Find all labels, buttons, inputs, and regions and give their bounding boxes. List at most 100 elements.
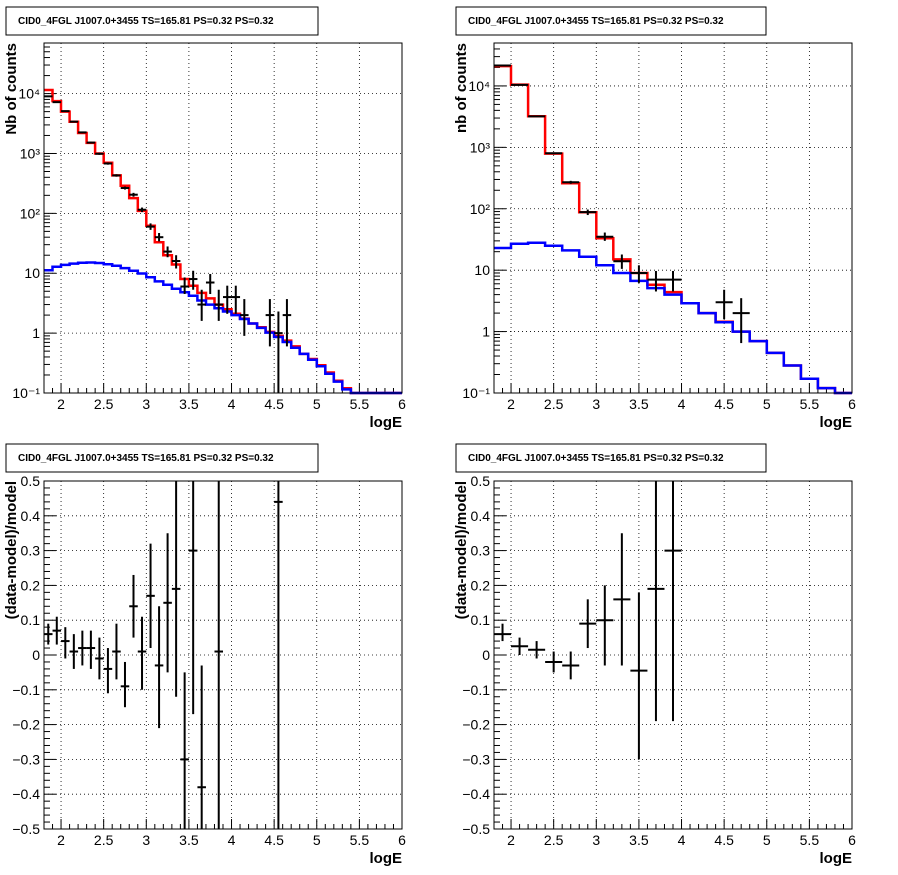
x-tick-label: 3.5 [179,396,199,412]
y-tick-label: 10⁴ [468,78,490,94]
y-tick-label: 0.4 [471,508,491,524]
y-tick-label: 0.2 [21,577,41,593]
x-tick-label: 4.5 [264,396,284,412]
x-tick-label: 3.5 [179,832,199,848]
data-point [214,481,223,829]
chart-title: CID0_4FGL J1007.0+3455 TS=165.81 PS=0.32… [18,16,274,27]
data-point [274,481,283,829]
data-point [112,623,121,680]
residual-panel-right: CID0_4FGL J1007.0+3455 TS=165.81 PS=0.32… [453,443,856,867]
x-tick-label: 2 [57,832,65,848]
data-point [630,265,648,283]
data-point [52,101,62,104]
residual-panel-left: CID0_4FGL J1007.0+3455 TS=165.81 PS=0.32… [3,443,406,867]
y-tick-label: 10 [474,262,490,278]
x-tick-label: 4.5 [714,396,734,412]
x-tick-label: 3 [592,396,600,412]
x-tick-label: 4 [228,832,236,848]
data-point [163,246,172,258]
data-point [188,270,198,290]
data-point [78,630,87,666]
data-point [205,274,215,295]
data-point [112,174,121,177]
x-tick-label: 3 [592,832,600,848]
source-model-line [44,261,402,395]
data-point [44,95,53,98]
data-point [103,162,113,165]
data-point [154,232,164,242]
x-tick-label: 4.5 [714,832,734,848]
x-tick-label: 5.5 [350,832,370,848]
y-axis-label: Nb of counts [3,43,20,135]
data-point [197,665,206,829]
data-point [171,481,181,697]
chart-title: CID0_4FGL J1007.0+3455 TS=165.81 PS=0.32… [18,453,274,464]
y-tick-label: 0.3 [471,543,491,559]
y-tick-label: −0.5 [12,821,40,837]
data-point [188,481,198,715]
data-point [494,623,512,642]
y-tick-label: 0.4 [21,508,41,524]
y-tick-label: −0.2 [12,717,40,733]
data-point [171,255,181,269]
data-point [596,585,614,666]
data-point [562,180,580,184]
x-tick-label: 5 [763,396,771,412]
total-model-line [494,64,852,395]
chart-title: CID0_4FGL J1007.0+3455 TS=165.81 PS=0.32… [468,453,724,464]
y-tick-label: 0 [482,647,490,663]
data-point [528,115,546,118]
x-axis-label: logE [370,414,403,431]
data-point [120,661,130,708]
data-point [579,599,597,649]
data-point [86,630,96,669]
x-tick-label: 2.5 [94,396,114,412]
x-tick-label: 2.5 [544,832,564,848]
data-point [562,651,580,680]
plot-frame [493,480,853,830]
x-tick-label: 6 [398,396,406,412]
y-axis-label: (data-model)/model [3,481,20,619]
title-box [455,6,767,36]
y-tick-label: 10² [470,201,491,217]
data-point [511,83,529,86]
y-tick-label: −0.1 [12,682,40,698]
data-point [214,289,223,321]
source-model-line [494,241,852,395]
x-tick-label: 2.5 [94,832,114,848]
y-tick-label: 1 [32,325,40,341]
x-tick-label: 5.5 [800,832,820,848]
x-tick-label: 5.5 [800,396,820,412]
x-tick-label: 3 [142,396,150,412]
x-tick-label: 6 [848,396,856,412]
data-point [231,285,241,314]
plot-frame [43,42,403,394]
data-point [78,131,87,134]
data-point [223,285,232,314]
data-point [647,270,665,292]
y-tick-label: 10 [24,265,40,281]
data-point [129,574,138,638]
y-tick-label: 0.5 [471,473,491,489]
data-point [647,481,665,722]
x-tick-label: 2 [507,396,515,412]
data-point [69,120,79,123]
data-point [613,254,631,269]
data-point [180,277,189,295]
x-tick-label: 5 [763,832,771,848]
data-point [52,616,62,645]
y-tick-label: −0.4 [12,786,40,802]
y-tick-label: −0.3 [12,751,40,767]
x-axis-label: logE [370,850,403,867]
x-tick-label: 3 [142,832,150,848]
data-point [154,606,164,729]
data-point [545,651,563,673]
x-tick-label: 3.5 [629,396,649,412]
data-point [545,152,563,155]
y-tick-label: −0.3 [462,751,490,767]
data-point [86,141,96,144]
y-tick-label: 10³ [470,139,491,155]
x-tick-label: 5 [313,832,321,848]
y-tick-label: −0.2 [462,717,490,733]
y-tick-label: 0.3 [21,543,41,559]
